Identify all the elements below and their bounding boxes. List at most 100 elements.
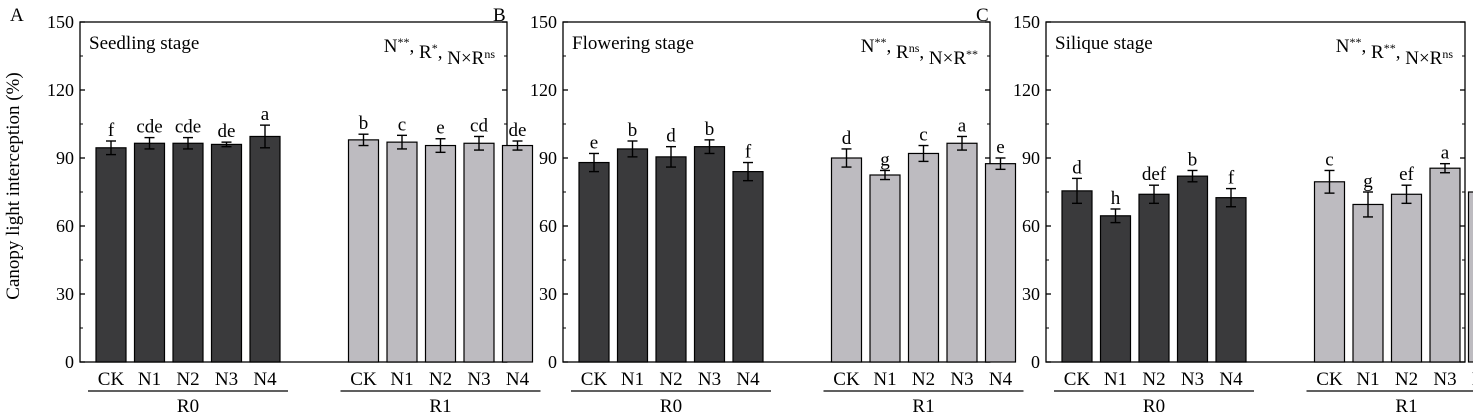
stats-annotation: N**, R*, N×Rns xyxy=(384,35,496,69)
significance-letter: g xyxy=(880,149,890,170)
bar xyxy=(1429,167,1461,363)
significance-letter: a xyxy=(1441,143,1450,164)
significance-letter: a xyxy=(958,115,967,136)
stats-term: N xyxy=(861,36,875,57)
bar xyxy=(249,135,281,363)
bar xyxy=(869,174,901,363)
y-tick-label: 120 xyxy=(530,80,557,100)
group-label: R1 xyxy=(1395,396,1417,417)
y-tick-label: 30 xyxy=(56,284,74,304)
significance-letter: cde xyxy=(136,117,162,138)
bar xyxy=(1467,191,1473,363)
bar xyxy=(1215,197,1247,363)
stats-term: N×R xyxy=(447,48,484,69)
stats-significance: ns xyxy=(1442,47,1453,61)
bar xyxy=(732,171,764,363)
bar xyxy=(386,141,418,363)
stats-annotation: N**, R**, N×Rns xyxy=(1336,35,1454,69)
y-tick-label: 150 xyxy=(530,12,557,32)
stage-title: Silique stage xyxy=(1055,33,1153,54)
significance-letter: d xyxy=(666,126,676,147)
stats-term: N×R xyxy=(1405,48,1442,69)
bar xyxy=(1176,175,1209,363)
bar xyxy=(907,152,940,363)
category-label: CK xyxy=(98,369,125,390)
significance-letter: def xyxy=(1142,164,1167,185)
significance-letter: de xyxy=(218,121,236,142)
stats-separator: , xyxy=(410,36,420,57)
significance-letter: b xyxy=(705,119,715,140)
y-tick-label: 90 xyxy=(1022,148,1040,168)
group-label: R1 xyxy=(912,396,934,417)
category-label: N1 xyxy=(138,369,161,390)
bar xyxy=(830,157,863,363)
category-label: N3 xyxy=(698,369,721,390)
stats-term: N xyxy=(384,36,398,57)
y-tick-label: 60 xyxy=(56,216,74,236)
category-label: N4 xyxy=(1219,369,1243,390)
panel-letter: C xyxy=(976,5,989,26)
bar xyxy=(172,142,204,363)
significance-letter: b xyxy=(1188,149,1198,170)
category-label: N1 xyxy=(390,369,413,390)
stats-term: R xyxy=(896,42,909,63)
bar xyxy=(1138,193,1170,363)
stats-term: R xyxy=(1371,42,1384,63)
significance-letter: g xyxy=(1363,171,1373,192)
category-label: N2 xyxy=(912,369,935,390)
panel-letter: A xyxy=(10,5,24,26)
bar xyxy=(501,144,534,363)
significance-letter: c xyxy=(919,125,927,146)
stats-separator: , xyxy=(919,42,929,63)
significance-letter: e xyxy=(590,132,598,153)
y-tick-label: 60 xyxy=(1022,216,1040,236)
significance-letter: b xyxy=(359,113,369,134)
y-tick-label: 0 xyxy=(1031,352,1040,372)
significance-letter: cd xyxy=(470,115,488,136)
category-label: CK xyxy=(1316,369,1343,390)
significance-letter: b xyxy=(628,120,638,141)
bar xyxy=(655,156,687,363)
stats-annotation: N**, Rns, N×R** xyxy=(861,35,978,69)
bar xyxy=(463,142,495,363)
bar xyxy=(616,148,649,363)
bar xyxy=(347,139,380,363)
category-label: CK xyxy=(581,369,608,390)
category-label: CK xyxy=(833,369,860,390)
category-label: N4 xyxy=(736,369,760,390)
category-label: CK xyxy=(350,369,377,390)
bar xyxy=(984,163,1017,363)
category-label: N3 xyxy=(1433,369,1456,390)
bar xyxy=(693,146,726,363)
category-label: N3 xyxy=(950,369,973,390)
category-label: N2 xyxy=(176,369,199,390)
y-tick-label: 30 xyxy=(1022,284,1040,304)
stats-significance: ns xyxy=(484,47,495,61)
stats-significance: ns xyxy=(909,41,920,55)
panel-letter: B xyxy=(493,5,506,26)
category-label: N3 xyxy=(215,369,238,390)
y-tick-label: 0 xyxy=(65,352,74,372)
stats-significance: ** xyxy=(875,35,887,49)
group-label: R0 xyxy=(660,396,682,417)
category-label: N3 xyxy=(467,369,490,390)
category-label: N1 xyxy=(621,369,644,390)
stats-significance: ** xyxy=(398,35,410,49)
significance-letter: cde xyxy=(175,117,201,138)
significance-letter: c xyxy=(1325,149,1333,170)
significance-letter: de xyxy=(509,120,527,141)
stats-term: N×R xyxy=(929,48,966,69)
y-tick-label: 0 xyxy=(548,352,557,372)
group-label: R1 xyxy=(429,396,451,417)
bar xyxy=(1313,181,1346,363)
y-tick-label: 30 xyxy=(539,284,557,304)
stats-significance: ** xyxy=(1350,35,1362,49)
y-tick-label: 60 xyxy=(539,216,557,236)
stats-significance: ** xyxy=(966,47,978,61)
category-label: N1 xyxy=(873,369,896,390)
bar xyxy=(1099,215,1132,363)
category-label: CK xyxy=(1064,369,1091,390)
category-label: N1 xyxy=(1356,369,1379,390)
stats-separator: , xyxy=(887,36,897,57)
